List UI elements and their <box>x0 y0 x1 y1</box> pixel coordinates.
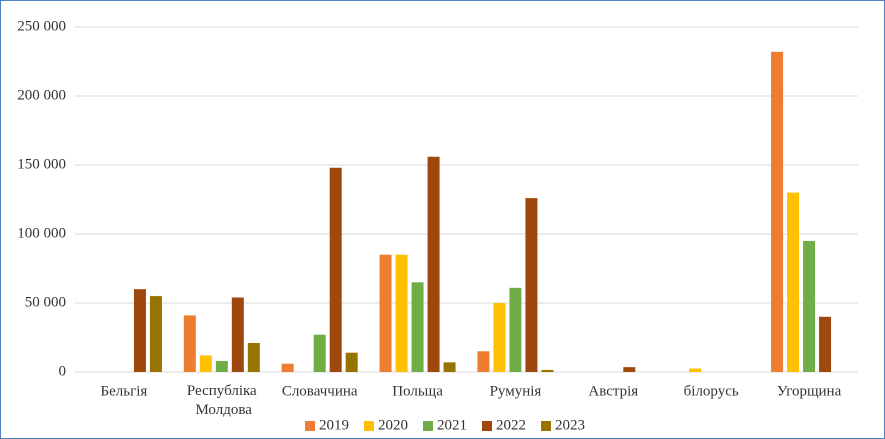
bar <box>345 352 358 372</box>
bar <box>313 334 326 372</box>
bar <box>541 369 554 372</box>
bar <box>329 167 342 372</box>
x-tick-label: Австрія <box>588 383 638 399</box>
legend-label: 2021 <box>437 417 467 433</box>
x-tick-label: Республіка Молдова <box>187 383 257 418</box>
bar <box>477 351 490 372</box>
bar <box>231 297 244 372</box>
bar <box>149 296 162 372</box>
bar <box>133 289 146 372</box>
y-tick-label: 250 000 <box>17 18 66 34</box>
bar <box>803 240 816 372</box>
bar <box>183 315 196 372</box>
x-tick-label: Словаччина <box>282 383 358 399</box>
x-tick-label: Румунія <box>490 383 542 399</box>
bar <box>525 198 538 372</box>
x-tick-label: білорусь <box>684 383 739 399</box>
bar <box>395 254 408 372</box>
bar <box>199 355 212 372</box>
bar <box>427 156 440 372</box>
y-tick-label: 50 000 <box>25 294 66 310</box>
bar <box>787 192 800 372</box>
legend-label: 2022 <box>496 417 526 433</box>
bar <box>623 367 636 372</box>
bar <box>509 287 522 372</box>
legend-label: 2020 <box>378 417 408 433</box>
y-tick-label: 100 000 <box>17 225 66 241</box>
bar <box>493 303 506 372</box>
bar <box>411 282 424 372</box>
bar <box>215 360 228 372</box>
x-tick-label: Польща <box>392 383 443 399</box>
legend-swatch <box>364 421 374 431</box>
bar <box>443 362 456 372</box>
legend-label: 2023 <box>555 417 585 433</box>
bar <box>281 363 294 372</box>
y-tick-label: 0 <box>59 363 67 379</box>
bar <box>689 368 702 372</box>
x-tick-label: Бельгія <box>101 383 148 399</box>
y-tick-label: 200 000 <box>17 87 66 103</box>
legend-swatch <box>423 421 433 431</box>
bar <box>771 51 784 373</box>
bar <box>379 254 392 372</box>
x-tick-label: Угорщина <box>777 383 842 399</box>
legend-swatch <box>482 421 492 431</box>
legend-label: 2019 <box>319 417 349 433</box>
legend-swatch <box>305 421 315 431</box>
bar <box>819 316 832 372</box>
y-tick-label: 150 000 <box>17 156 66 172</box>
legend-swatch <box>541 421 551 431</box>
bar <box>247 343 260 372</box>
